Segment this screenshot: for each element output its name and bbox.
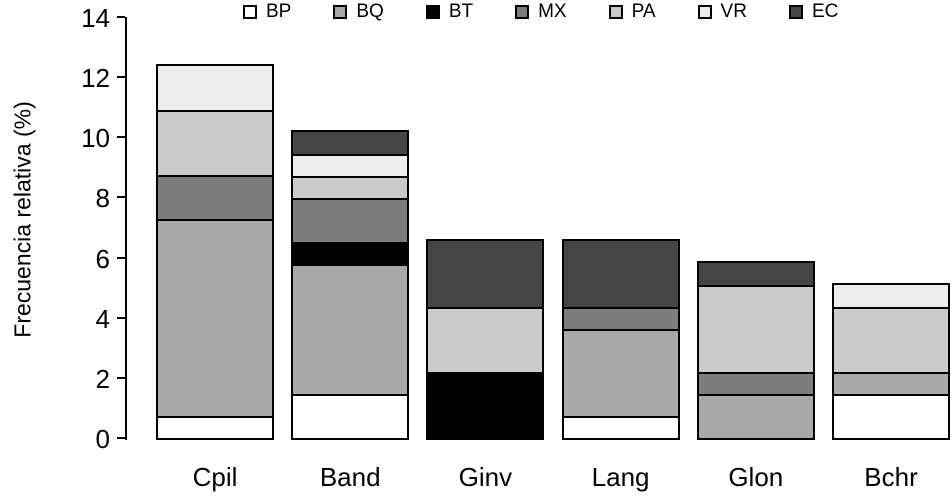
legend-swatch-mx-icon [515,4,530,19]
y-tick-label: 12 [81,63,110,94]
bar-band [291,130,410,440]
legend-label: EC [811,1,839,22]
legend-label: VR [720,1,747,22]
y-tick-mark [117,136,125,139]
bar-segment-bt [293,241,408,264]
x-tick-label-band: Band [319,462,381,492]
bar-segment-ec [563,241,678,307]
y-tick-mark [117,256,125,259]
legend-swatch-ec-icon [788,4,803,19]
y-axis-line [125,17,127,440]
bar-segment-bq [158,219,272,416]
bar-segment-pa [293,176,408,198]
bar-segment-mx [158,175,272,220]
bar-segment-pa [834,306,948,373]
y-tick-mark [117,316,125,319]
bar-segment-bp [158,416,272,438]
bar-segment-pa [158,109,272,176]
y-axis-title: Frecuencia relativa (%) [9,101,36,338]
bar-segment-bq [563,328,678,417]
y-tick-mark [117,437,125,439]
legend-label: BT [448,1,474,22]
legend-label: BP [266,1,292,22]
bar-lang [561,239,680,440]
y-tick-label: 14 [81,3,110,33]
chart-legend: BP BQ BT MX PA VR EC [243,2,838,21]
x-tick-label-lang: Lang [591,462,650,492]
legend-swatch-bt-icon [425,4,440,19]
legend-item-mx: MX [515,2,567,21]
bar-segment-vr [293,154,408,177]
y-tick-label: 6 [95,243,110,274]
legend-item-vr: VR [697,1,747,22]
bar-segment-pa [698,285,813,373]
bar-segment-vr [158,66,272,110]
bar-segment-mx [563,306,678,329]
legend-item-pa: PA [608,1,656,22]
legend-label: BQ [356,1,384,22]
x-tick-label-glon: Glon [728,462,784,492]
legend-item-bp: BP [243,2,291,21]
bar-glon [696,261,815,440]
legend-item-ec: EC [788,1,839,22]
bar-ginv [426,239,545,440]
y-tick-mark [117,76,125,79]
bar-segment-ec [698,263,813,286]
bar-segment-bp [834,394,948,438]
legend-label: PA [631,1,656,22]
bar-segment-pa [428,306,543,373]
y-tick-label: 2 [95,363,110,394]
y-tick-label: 4 [95,303,110,334]
legend-item-bq: BQ [333,1,384,22]
bar-segment-bp [293,394,408,438]
y-tick-mark [117,376,125,379]
x-tick-label-cpil: Cpil [192,462,238,492]
legend-item-bt: BT [425,1,474,22]
bar-segment-bp [563,416,678,438]
bar-segment-bt [428,372,543,438]
y-tick-mark [117,196,125,199]
bar-segment-bq [293,263,408,395]
legend-swatch-bp-icon [243,4,257,19]
bar-segment-mx [293,197,408,242]
y-tick-label: 0 [95,424,110,454]
y-tick-label: 8 [95,183,110,214]
bar-segment-bq [834,372,948,395]
legend-label: MX [538,1,567,22]
legend-swatch-pa-icon [608,4,623,19]
bar-segment-ec [428,241,543,307]
y-tick-label: 10 [81,123,110,154]
legend-swatch-bq-icon [333,4,348,19]
bar-segment-mx [698,372,813,395]
bar-segment-ec [293,132,408,155]
y-tick-mark [117,16,125,18]
bar-segment-bq [698,394,813,438]
x-tick-label-bchr: Bchr [864,462,918,492]
bar-cpil [156,64,274,440]
bar-bchr [832,282,950,440]
x-tick-label-ginv: Ginv [458,462,513,492]
legend-swatch-vr-icon [697,4,712,19]
bar-segment-vr [834,284,948,307]
